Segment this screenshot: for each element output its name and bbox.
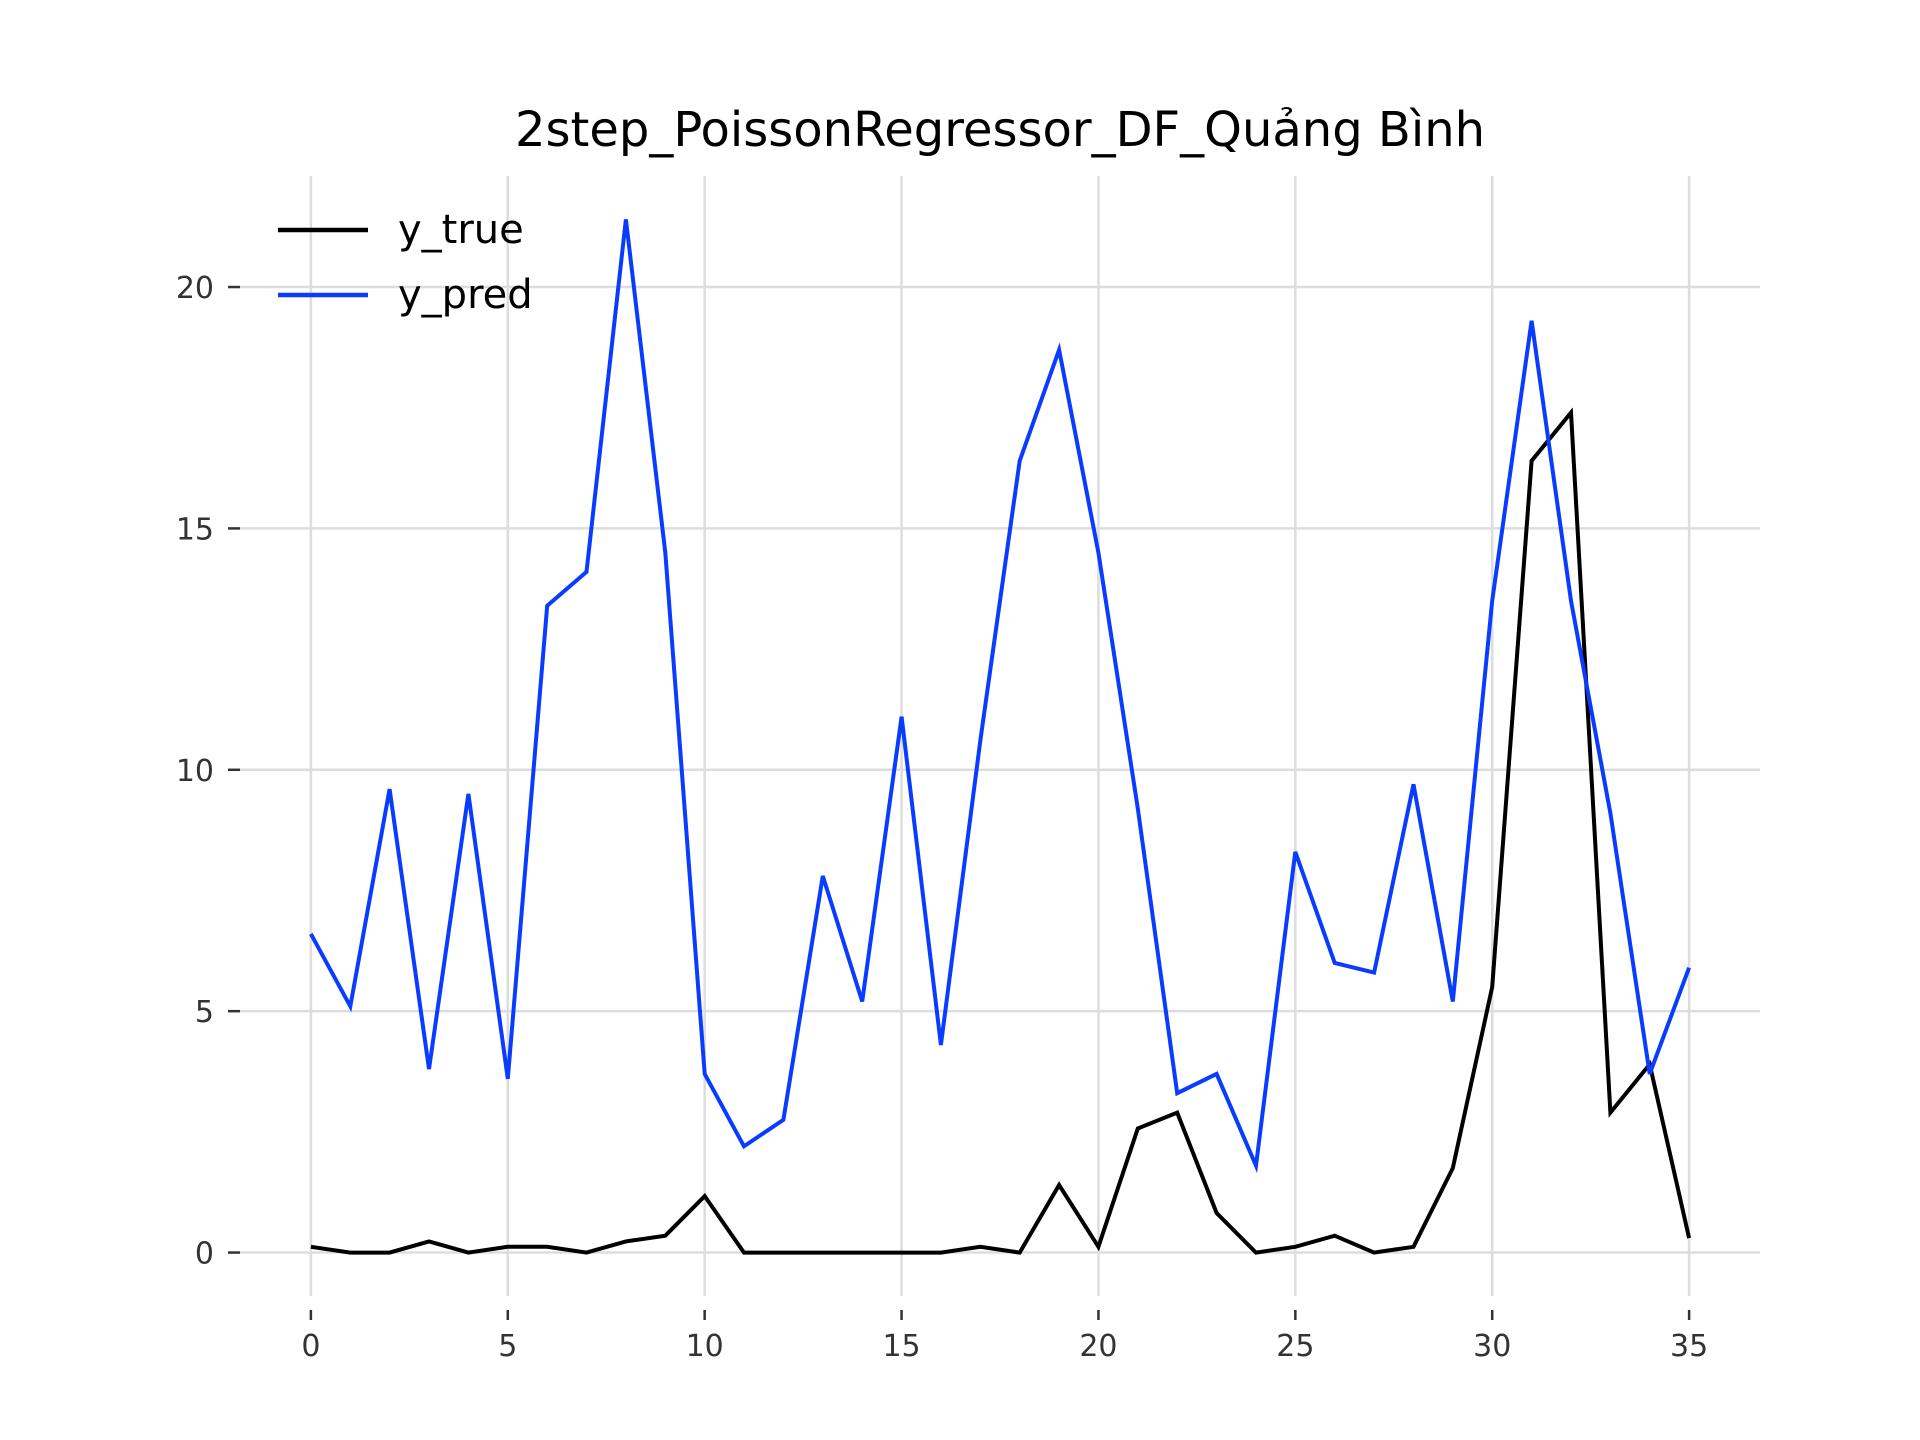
x-tick-label: 25: [1276, 1329, 1314, 1364]
x-tick-label: 5: [498, 1329, 517, 1364]
legend-label-y-true: y_true: [398, 207, 524, 253]
y-tick-label: 5: [195, 995, 214, 1030]
y-tick-label: 0: [195, 1237, 214, 1272]
y-tick-label: 20: [176, 271, 214, 306]
chart-title: 2step_PoissonRegressor_DF_Quảng Bình: [515, 102, 1485, 158]
y-tick-label: 10: [176, 754, 214, 789]
series-line-y-true: [310, 407, 1692, 1255]
x-tick-label: 15: [882, 1329, 920, 1364]
series-lines: [309, 219, 1692, 1255]
series-line-y-pred: [309, 219, 1691, 1174]
x-tick-label: 0: [301, 1329, 320, 1364]
y-tick-label: 15: [176, 512, 214, 547]
x-tick-label: 30: [1473, 1329, 1511, 1364]
axes: 0 5 10 15 20 25 30 35 0 5 10 15 20: [176, 271, 1708, 1364]
x-tick-label: 35: [1670, 1329, 1708, 1364]
legend-label-y-pred: y_pred: [398, 272, 533, 318]
x-tick-label: 10: [686, 1329, 724, 1364]
grid: [240, 176, 1760, 1296]
legend: y_true y_pred: [278, 207, 533, 318]
x-tick-label: 20: [1079, 1329, 1117, 1364]
